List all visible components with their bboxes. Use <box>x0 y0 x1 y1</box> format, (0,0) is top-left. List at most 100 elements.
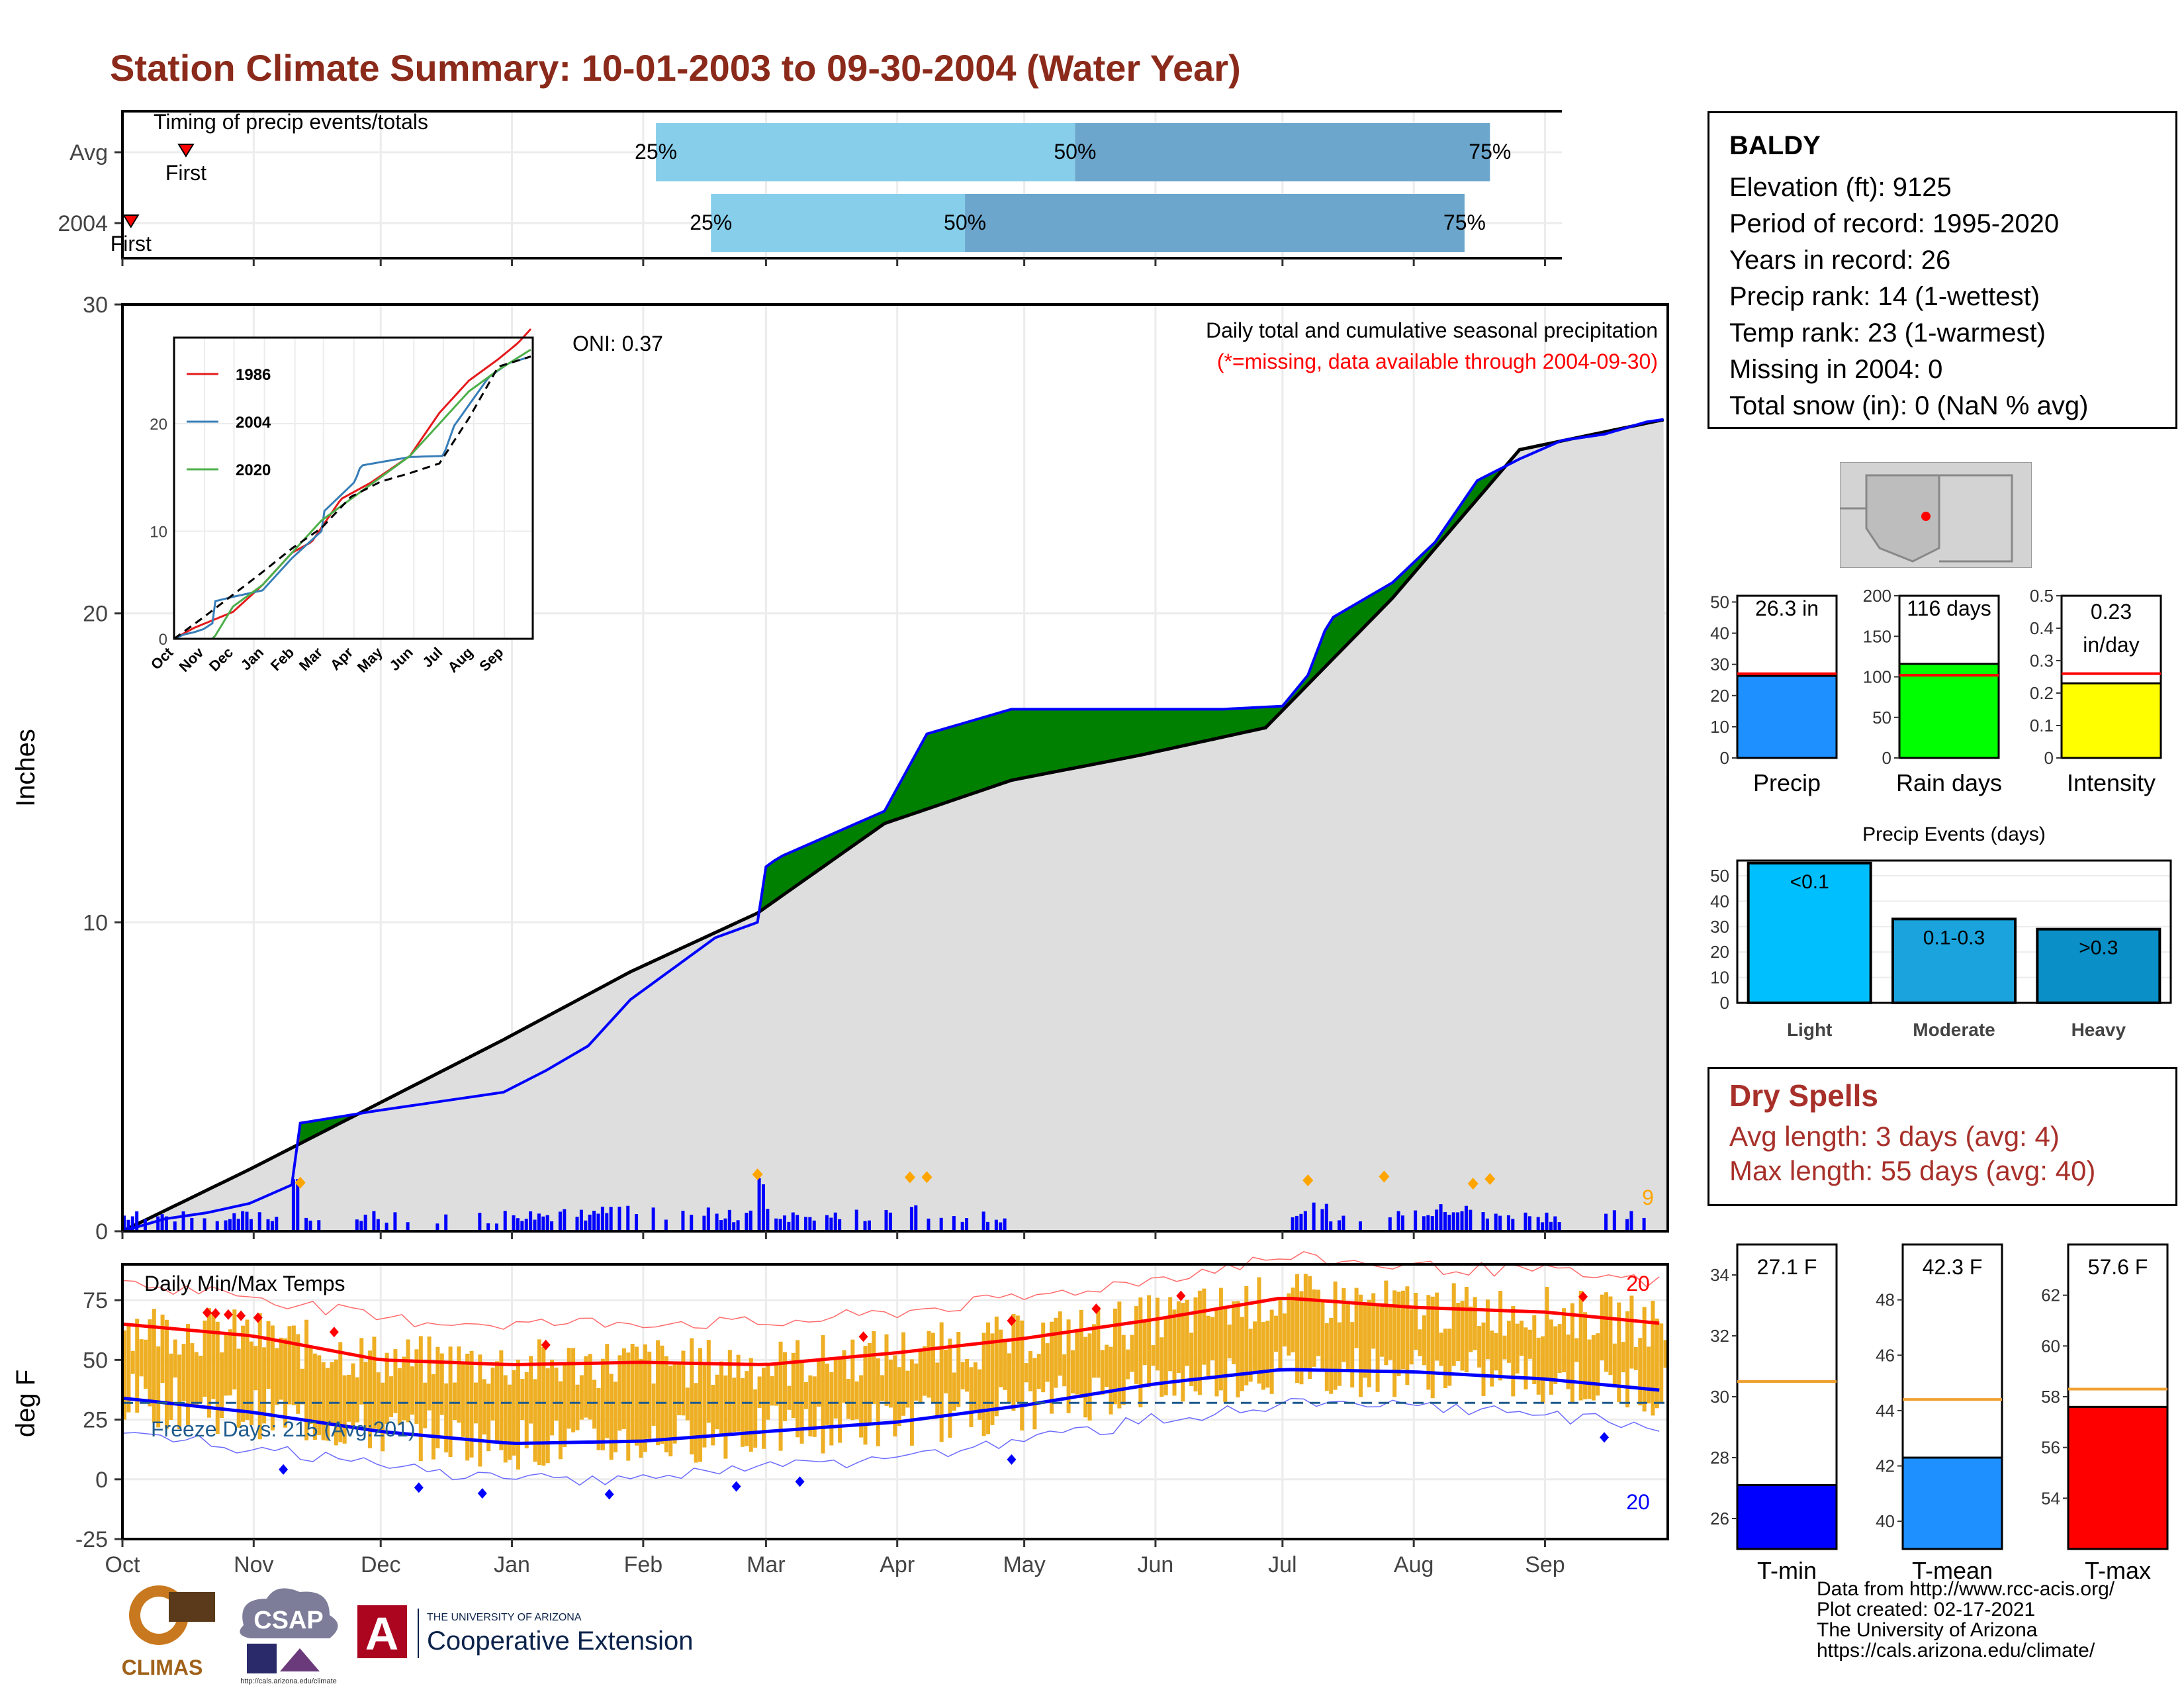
daily-max-marker <box>921 1171 933 1184</box>
precip-y-tick-label: 20 <box>83 602 108 627</box>
daily-precip-bar <box>143 1219 147 1231</box>
daily-temp-bar <box>1447 1329 1452 1386</box>
daily-temp-bar <box>1562 1308 1567 1372</box>
daily-temp-bar <box>287 1326 292 1405</box>
summary-y-tick-label: 50 <box>1710 592 1729 612</box>
timing-bar-early <box>656 123 1075 181</box>
daily-temp-bar <box>1350 1322 1355 1387</box>
climas-logo: CLIMAS <box>122 1585 215 1679</box>
daily-temp-bar <box>372 1336 377 1429</box>
month-label: Jul <box>1268 1552 1297 1577</box>
daily-temp-bar <box>600 1358 605 1450</box>
precip-departure-segment <box>968 718 978 796</box>
daily-precip-bar <box>1612 1210 1616 1231</box>
events-category-label: Moderate <box>1913 1019 1995 1040</box>
daily-temp-bar <box>304 1319 309 1440</box>
daily-temp-bar <box>1498 1291 1503 1381</box>
summary-y-tick-label: 200 <box>1863 586 1891 606</box>
daily-temp-bar <box>241 1325 246 1422</box>
precip-departure-segment <box>1121 708 1131 759</box>
temp-summary-y-tick-label: 46 <box>1876 1345 1895 1365</box>
daily-temp-bar <box>1269 1309 1274 1394</box>
precip-departure-segment <box>1189 708 1199 745</box>
daily-temp-bar <box>512 1370 516 1456</box>
daily-precip-bar <box>245 1211 249 1231</box>
daily-temp-bar <box>1295 1274 1300 1383</box>
timing-bar-early <box>711 194 966 252</box>
daily-precip-bar <box>1003 1218 1007 1231</box>
daily-temp-bar <box>1633 1346 1638 1370</box>
daily-temp-bar <box>1155 1297 1160 1371</box>
inset-legend-label: 1986 <box>236 366 271 384</box>
daily-temp-bar <box>1647 1346 1651 1404</box>
record-high-marker <box>253 1312 263 1323</box>
daily-temp-bar <box>749 1358 753 1452</box>
daily-temp-bar <box>279 1337 283 1400</box>
precip-chart: 0 10 20 30 9 ONI: 0.37 Daily total and cumulat… <box>11 293 1669 1244</box>
daily-precip-bar <box>1524 1212 1527 1231</box>
daily-temp-bar <box>1524 1327 1528 1389</box>
daily-temp-bar <box>1435 1292 1439 1361</box>
precip-y-axis-label: Inches <box>11 729 40 807</box>
daily-temp-bar <box>588 1354 592 1420</box>
daily-temp-bar <box>969 1367 974 1427</box>
daily-precip-bar <box>1549 1221 1553 1231</box>
daily-precip-bar <box>812 1220 816 1231</box>
daily-temp-bar <box>1481 1322 1486 1396</box>
daily-temp-bar <box>469 1350 474 1458</box>
daily-temp-bar <box>859 1375 864 1438</box>
daily-temp-bar <box>1359 1294 1363 1397</box>
daily-temp-bar <box>944 1349 948 1393</box>
daily-temp-bar <box>181 1344 186 1401</box>
daily-temp-bar <box>978 1369 982 1420</box>
daily-precip-bar <box>372 1211 376 1231</box>
daily-temp-bar <box>177 1354 182 1430</box>
record-low-marker <box>477 1487 487 1499</box>
precip-departure-segment <box>1079 708 1089 768</box>
month-label: May <box>1003 1552 1045 1577</box>
daily-precip-bar <box>376 1219 380 1231</box>
daily-temp-bar <box>541 1346 546 1466</box>
daily-precip-bar <box>782 1215 786 1231</box>
daily-precip-bar <box>1299 1213 1303 1231</box>
daily-precip-bar <box>986 1221 990 1231</box>
record-high-marker <box>329 1327 339 1338</box>
daily-precip-bar <box>600 1206 604 1231</box>
daily-temp-bar <box>617 1355 622 1431</box>
precip-departure-segment <box>1104 708 1114 763</box>
daily-precip-bar <box>520 1221 524 1231</box>
daily-precip-bar <box>291 1179 295 1231</box>
daily-precip-bar <box>1338 1220 1342 1231</box>
daily-temp-bar <box>1651 1301 1655 1416</box>
daily-temp-bar <box>554 1367 559 1421</box>
record-low-marker <box>1007 1454 1017 1465</box>
daily-temp-bar <box>766 1366 770 1420</box>
daily-temp-bar <box>596 1387 601 1450</box>
daily-temp-bar <box>1485 1299 1490 1360</box>
daily-temp-bar <box>1511 1305 1516 1397</box>
daily-temp-bar <box>1426 1295 1431 1390</box>
daily-temp-bar <box>1308 1276 1312 1380</box>
summary-y-tick-label: 10 <box>1710 717 1729 737</box>
precip-departure-segment <box>1087 708 1097 766</box>
credits: Data from http://www.rcc-acis.org/ Plot … <box>1817 1579 2115 1661</box>
daily-precip-bar <box>1396 1211 1400 1231</box>
daily-precip-bar <box>550 1221 554 1231</box>
daily-temp-bar <box>1506 1321 1511 1363</box>
daily-temp-bar <box>1583 1312 1588 1399</box>
daily-precip-bar <box>884 1209 888 1231</box>
daily-precip-bar <box>1481 1212 1485 1231</box>
university-of-arizona-logo: A THE UNIVERSITY OF ARIZONA Cooperative … <box>357 1605 693 1660</box>
daily-temp-bar <box>457 1346 461 1423</box>
precip-departure-segment <box>1095 708 1105 765</box>
daily-temp-bar <box>994 1316 999 1417</box>
daily-temp-bar <box>173 1339 177 1378</box>
daily-temp-bar <box>1032 1358 1037 1430</box>
events-y-tick-label: 20 <box>1710 942 1729 962</box>
daily-temp-bar <box>914 1363 919 1401</box>
daily-temp-bar <box>664 1356 668 1453</box>
daily-precip-bar <box>592 1210 596 1231</box>
daily-temp-bar <box>1379 1306 1384 1357</box>
daily-precip-bar <box>181 1211 185 1231</box>
daily-precip-bar <box>774 1218 778 1231</box>
